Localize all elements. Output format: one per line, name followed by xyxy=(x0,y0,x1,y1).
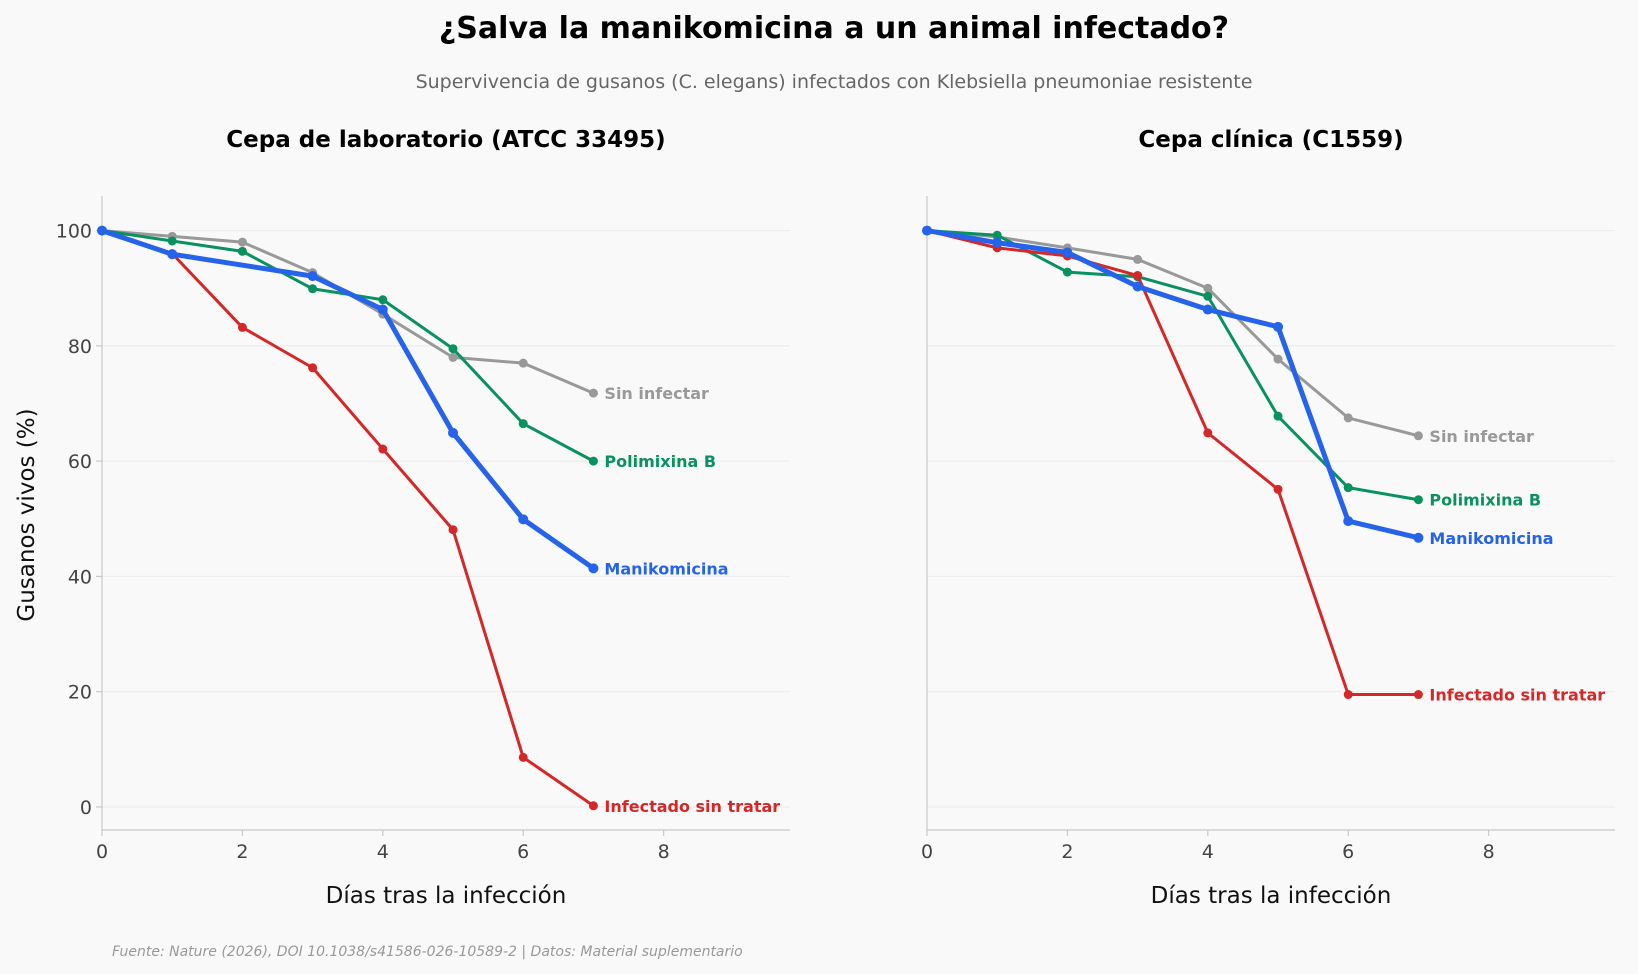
series-infectado-sin-tratar: Infectado sin tratar xyxy=(97,226,780,816)
data-point xyxy=(448,344,458,354)
data-point xyxy=(307,271,318,282)
x-axis-label: Días tras la infección xyxy=(1151,883,1392,909)
y-tick-label: 20 xyxy=(68,682,92,704)
series-end-label: Infectado sin tratar xyxy=(604,797,780,816)
x-tick-label: 0 xyxy=(921,841,933,863)
series-end-label: Sin infectar xyxy=(604,384,709,403)
data-point xyxy=(1413,431,1423,441)
x-axis-label: Días tras la infección xyxy=(326,883,567,909)
data-point xyxy=(448,525,458,535)
data-point xyxy=(448,352,458,362)
data-point xyxy=(1413,532,1424,543)
chart-panel-2: Cepa clínica (C1559) 0 2 4 6 8 Días tras la in… xyxy=(921,127,1615,909)
y-tick-label: 0 xyxy=(80,797,92,819)
series-line xyxy=(100,229,595,808)
data-point xyxy=(1133,254,1143,264)
series-line xyxy=(925,229,1420,697)
data-point xyxy=(237,322,247,332)
data-point xyxy=(1132,281,1143,292)
figure-subtitle: Supervivencia de gusanos (C. elegans) in… xyxy=(416,71,1253,93)
data-point xyxy=(378,444,388,454)
data-point xyxy=(588,456,598,466)
data-point xyxy=(1343,690,1353,700)
data-point xyxy=(588,801,598,811)
series-manikomicina: Manikomicina xyxy=(97,225,729,578)
x-tick-label: 2 xyxy=(236,841,248,863)
x-tick-label: 6 xyxy=(517,841,529,863)
data-point xyxy=(992,237,1003,248)
series-polimixina-b: Polimixina B xyxy=(922,226,1541,510)
series-infectado-sin-tratar: Infectado sin tratar xyxy=(922,226,1605,705)
series-end-label: Manikomicina xyxy=(604,559,728,578)
data-point xyxy=(1273,484,1283,494)
y-axis-label: Gusanos vivos (%) xyxy=(14,408,40,621)
data-point xyxy=(237,237,247,247)
data-point xyxy=(1343,483,1353,493)
panels: Cepa de laboratorio (ATCC 33495)0 2 4 6 8020… xyxy=(56,127,1615,909)
data-point xyxy=(588,388,598,398)
data-point xyxy=(518,752,528,762)
data-point xyxy=(1343,516,1354,527)
data-point xyxy=(1343,413,1353,423)
x-tick-label: 2 xyxy=(1061,841,1073,863)
series-end-label: Manikomicina xyxy=(1429,529,1553,548)
series-line xyxy=(925,229,1420,438)
data-point xyxy=(1273,321,1284,332)
data-point xyxy=(237,246,247,256)
series-end-label: Infectado sin tratar xyxy=(1429,686,1605,705)
x-tick-label: 0 xyxy=(96,841,108,863)
data-point xyxy=(97,225,107,236)
series-end-label: Polimixina B xyxy=(604,452,716,471)
series-line xyxy=(924,228,1421,541)
data-point xyxy=(1202,304,1213,315)
data-point xyxy=(167,236,177,246)
data-point xyxy=(1062,267,1072,277)
series-manikomicina: Manikomicina xyxy=(922,225,1554,548)
data-point xyxy=(377,304,388,315)
data-point xyxy=(1203,428,1213,438)
series-line xyxy=(925,229,1420,502)
data-point xyxy=(1413,495,1423,505)
series-sin-infectar: Sin infectar xyxy=(922,226,1534,446)
data-point xyxy=(518,514,529,525)
data-point xyxy=(1133,271,1143,281)
data-point xyxy=(1273,411,1283,421)
data-point xyxy=(1062,247,1073,258)
data-point xyxy=(518,419,528,429)
x-tick-label: 8 xyxy=(658,841,670,863)
data-point xyxy=(167,249,178,260)
data-point xyxy=(448,427,459,438)
x-tick-label: 4 xyxy=(1202,841,1214,863)
x-tick-label: 8 xyxy=(1483,841,1495,863)
data-point xyxy=(1203,291,1213,301)
chart-panel-1: Cepa de laboratorio (ATCC 33495)0 2 4 6 8020… xyxy=(56,127,790,909)
data-point xyxy=(308,363,318,373)
y-tick-label: 60 xyxy=(68,451,92,473)
x-tick-label: 4 xyxy=(377,841,389,863)
data-point xyxy=(1203,283,1213,293)
panel-title: Cepa clínica (C1559) xyxy=(1138,127,1403,153)
data-point xyxy=(378,295,388,305)
data-point xyxy=(1413,690,1423,700)
y-tick-label: 100 xyxy=(56,221,92,243)
source-note: Fuente: Nature (2026), DOI 10.1038/s4158… xyxy=(112,944,743,960)
series-end-label: Polimixina B xyxy=(1429,491,1541,510)
data-point xyxy=(922,225,932,236)
data-point xyxy=(518,358,528,368)
x-tick-label: 6 xyxy=(1342,841,1354,863)
y-tick-label: 40 xyxy=(68,566,92,588)
data-point xyxy=(308,284,318,294)
figure-title: ¿Salva la manikomicina a un animal infec… xyxy=(439,11,1229,46)
data-point xyxy=(992,230,1002,240)
panel-title: Cepa de laboratorio (ATCC 33495) xyxy=(226,127,665,153)
data-point xyxy=(588,563,599,574)
data-point xyxy=(1273,354,1283,364)
y-tick-label: 80 xyxy=(68,336,92,358)
series-end-label: Sin infectar xyxy=(1429,427,1534,446)
